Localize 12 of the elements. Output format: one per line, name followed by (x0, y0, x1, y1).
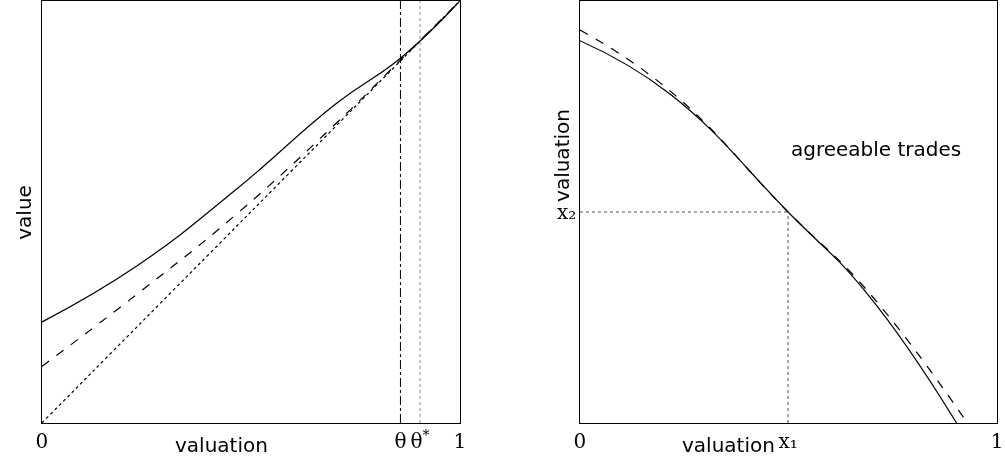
x-tick-label: x₁ (778, 429, 798, 453)
annotation: agreeable trades (791, 137, 962, 161)
x-tick-label: θ$^{*}$ (410, 426, 430, 453)
x-tick-label: θ (394, 429, 407, 453)
y-axis-title: valuation (549, 109, 574, 202)
x-tick-label: 0 (35, 429, 49, 453)
x-axis-title: valuation (175, 433, 268, 457)
x-tick-label: 1 (990, 429, 1004, 453)
x-tick-label: 1 (453, 429, 467, 453)
x-axis-title: valuation (682, 433, 775, 457)
x-tick-label: 0 (573, 429, 587, 453)
y-axis-title: value (11, 185, 36, 240)
